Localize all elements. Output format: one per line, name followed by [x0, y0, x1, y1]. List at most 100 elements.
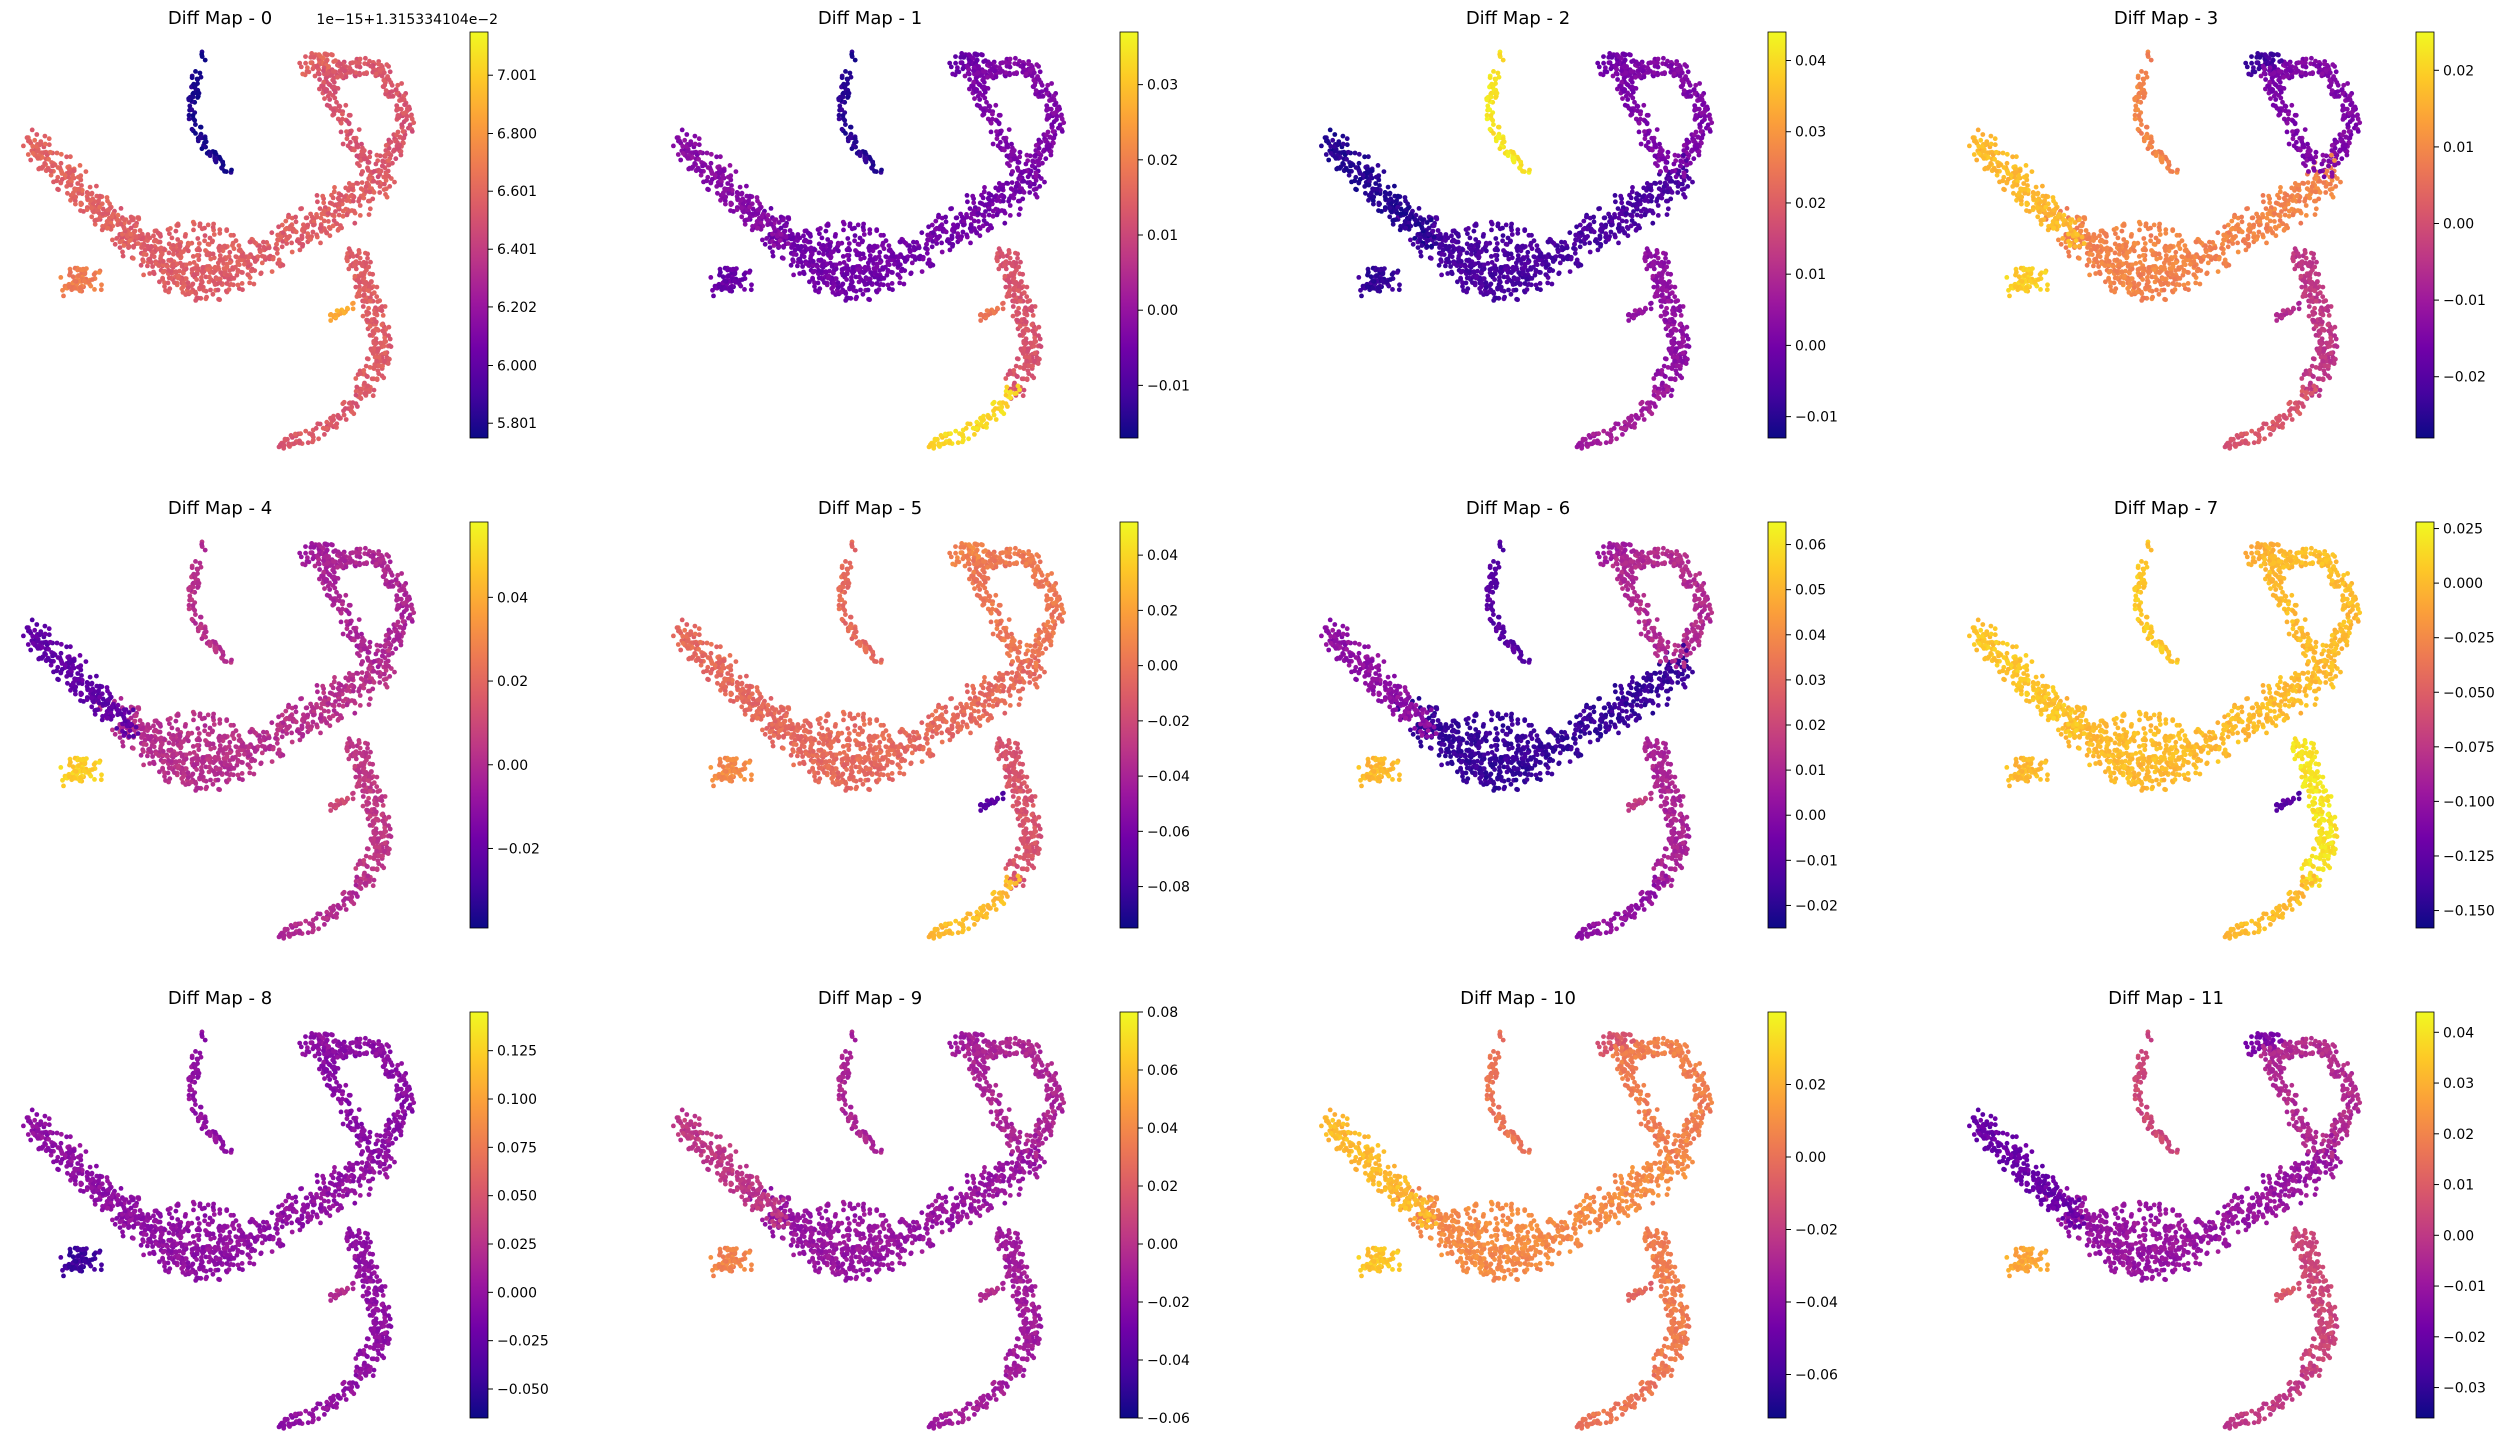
- scatter-point: [708, 160, 714, 166]
- scatter-point: [1655, 72, 1661, 78]
- scatter-point: [780, 256, 786, 261]
- scatter-point: [936, 214, 941, 220]
- scatter-point: [1011, 368, 1017, 373]
- scatter-point: [1346, 149, 1351, 155]
- scatter-point: [331, 413, 336, 419]
- scatter-point: [348, 193, 354, 199]
- scatter-point: [388, 94, 394, 99]
- scatter-point: [373, 71, 379, 77]
- scatter-point: [287, 234, 292, 239]
- scatter-point: [849, 146, 855, 152]
- scatter-point: [197, 70, 203, 76]
- scatter-point: [366, 212, 372, 218]
- scatter-point: [1034, 194, 1040, 200]
- scatter-point: [330, 223, 336, 229]
- scatter-point: [371, 178, 376, 184]
- scatter-point: [1685, 184, 1691, 189]
- scatter-point: [204, 251, 210, 257]
- scatter-point: [897, 239, 903, 245]
- scatter-point: [145, 243, 151, 249]
- scatter-point: [1527, 167, 1532, 173]
- scatter-point: [770, 249, 775, 255]
- scatter-point: [953, 60, 958, 66]
- scatter-point: [399, 122, 405, 128]
- scatter-point: [887, 248, 893, 254]
- scatter-point: [1495, 134, 1501, 140]
- scatter-point: [78, 285, 83, 291]
- scatter-point: [1027, 190, 1033, 195]
- scatter-point: [324, 102, 330, 108]
- scatter-point: [190, 281, 196, 287]
- scatter-point: [1664, 212, 1670, 218]
- scatter-point: [972, 96, 977, 101]
- scatter-point: [247, 280, 253, 286]
- scatter-point: [327, 226, 333, 232]
- scatter-point: [365, 255, 370, 261]
- scatter-point: [190, 254, 196, 259]
- scatter-point: [210, 291, 216, 297]
- scatter-point: [1628, 195, 1634, 201]
- scatter-point: [984, 99, 989, 105]
- scatter-point: [1490, 118, 1496, 123]
- scatter-point: [1449, 238, 1455, 244]
- scatter-point: [305, 65, 310, 71]
- scatter-point: [1024, 377, 1030, 383]
- scatter-point: [742, 218, 748, 223]
- scatter-point: [822, 280, 827, 285]
- scatter-point: [383, 88, 389, 93]
- scatter-point: [830, 290, 836, 295]
- scatter-point: [1633, 227, 1639, 233]
- scatter-point: [1581, 226, 1586, 232]
- scatter-point: [121, 243, 127, 248]
- scatter-point: [370, 351, 376, 356]
- scatter-point: [902, 259, 908, 264]
- scatter-point: [311, 222, 316, 228]
- scatter-point: [359, 180, 365, 186]
- scatter-point: [300, 243, 305, 249]
- scatter-point: [201, 287, 207, 293]
- scatter-point: [182, 234, 188, 239]
- scatter-point: [362, 391, 368, 396]
- scatter-point: [1007, 255, 1013, 261]
- scatter-point: [1657, 180, 1663, 186]
- scatter-point: [1326, 157, 1332, 163]
- scatter-point: [351, 208, 357, 214]
- scatter-point: [1486, 289, 1492, 295]
- scatter-point: [1330, 137, 1336, 143]
- scatter-point: [217, 253, 223, 258]
- scatter-point: [216, 296, 222, 302]
- scatter-point: [840, 281, 846, 287]
- scatter-point: [919, 230, 925, 236]
- scatter-point: [357, 56, 363, 62]
- scatter-point: [1572, 250, 1578, 256]
- scatter-point: [1693, 113, 1699, 118]
- scatter-point: [1584, 214, 1589, 220]
- scatter-point: [854, 294, 859, 300]
- scatter-point: [852, 233, 858, 239]
- scatter-point: [89, 191, 94, 197]
- scatter-point: [801, 254, 807, 260]
- scatter-point: [996, 65, 1002, 70]
- scatter-point: [746, 270, 752, 275]
- scatter-point: [1524, 287, 1530, 292]
- scatter-point: [78, 208, 83, 214]
- scatter-point: [1349, 179, 1354, 185]
- scatter-point: [1002, 273, 1008, 279]
- scatter-point: [739, 214, 745, 220]
- scatter-point: [160, 259, 166, 264]
- scatter-point: [321, 208, 327, 214]
- scatter-point: [1332, 132, 1338, 137]
- scatter-point: [405, 106, 410, 112]
- scatter-point: [42, 141, 48, 147]
- scatter-point: [1502, 294, 1507, 300]
- scatter-point: [801, 269, 806, 275]
- scatter-point: [1686, 80, 1692, 85]
- scatter-point: [325, 52, 330, 58]
- scatter-point: [1679, 187, 1685, 193]
- scatter-point: [357, 213, 363, 218]
- scatter-point: [193, 298, 199, 303]
- scatter-point: [409, 116, 415, 122]
- scatter-point: [1346, 172, 1352, 178]
- scatter-point: [994, 129, 999, 135]
- scatter-point: [76, 273, 81, 278]
